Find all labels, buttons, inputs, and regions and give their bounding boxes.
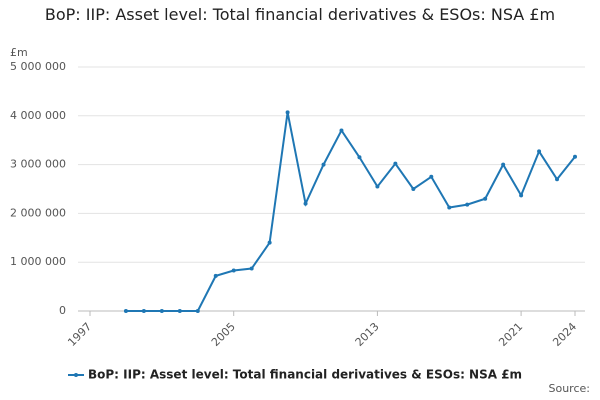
point — [231, 268, 236, 273]
title-box: BoP: IIP: Asset level: Total financial d… — [44, 5, 556, 24]
point — [177, 309, 182, 313]
point — [195, 309, 200, 313]
point — [159, 309, 164, 313]
point — [123, 309, 128, 313]
point — [465, 202, 470, 207]
source: Source: — [549, 382, 591, 395]
x-tick-label: 1997 — [65, 320, 94, 349]
point — [249, 266, 254, 271]
y-tick-label: 1 000 000 — [10, 255, 66, 268]
y-tick-label: 5 000 000 — [10, 60, 66, 73]
point — [339, 128, 344, 133]
point — [375, 184, 380, 189]
y-tick-label: 0 — [59, 304, 66, 317]
point — [429, 174, 434, 179]
x-tick-label: 2005 — [209, 320, 238, 349]
x-tick-label: 2024 — [550, 320, 579, 349]
point — [537, 149, 542, 154]
point — [447, 205, 452, 210]
line — [125, 112, 576, 312]
y-unit: £m — [10, 46, 28, 59]
point — [393, 161, 398, 166]
point — [411, 187, 416, 191]
chart-title: BoP: IIP: Asset level: Total financial d… — [44, 5, 556, 24]
point — [519, 193, 524, 198]
x-tick-label: 2013 — [353, 320, 382, 349]
y-tick-label: 3 000 000 — [10, 158, 66, 171]
point — [483, 196, 488, 201]
point — [501, 162, 506, 167]
legend-marker — [74, 373, 78, 377]
x-tick-label: 2021 — [496, 320, 525, 349]
point — [321, 162, 326, 167]
y-tick-label: 4 000 000 — [10, 109, 66, 122]
point — [213, 273, 218, 278]
y-tick-label: 2 000 000 — [10, 206, 66, 219]
point — [303, 201, 308, 206]
point — [573, 154, 577, 159]
legend-label: BoP: IIP: Asset level: Total financial d… — [88, 368, 522, 382]
point — [141, 309, 146, 313]
point — [357, 155, 362, 160]
point — [285, 110, 290, 115]
point — [267, 240, 272, 245]
point — [555, 177, 560, 182]
